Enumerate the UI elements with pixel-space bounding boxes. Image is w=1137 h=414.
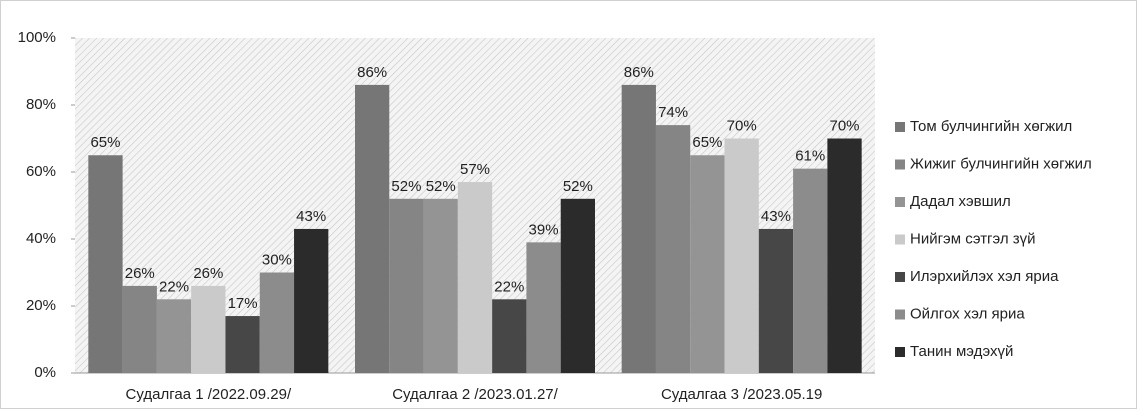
data-label: 30% bbox=[262, 251, 292, 268]
data-label: 43% bbox=[761, 208, 791, 225]
data-label: 61% bbox=[795, 148, 825, 165]
bar bbox=[389, 198, 424, 373]
data-label: 26% bbox=[193, 265, 223, 282]
legend-label: Нийгэм сэтгэл зүй bbox=[910, 230, 1036, 247]
data-label: 52% bbox=[391, 178, 421, 195]
data-label: 65% bbox=[90, 134, 120, 151]
bar bbox=[259, 272, 295, 373]
data-label: 74% bbox=[658, 104, 688, 121]
data-label: 70% bbox=[830, 117, 860, 134]
data-label: 86% bbox=[357, 64, 387, 81]
bar bbox=[423, 198, 458, 373]
data-label: 65% bbox=[692, 134, 722, 151]
bar bbox=[526, 242, 561, 373]
y-tick-label: 100% bbox=[18, 29, 56, 46]
y-tick-label: 60% bbox=[26, 163, 56, 180]
bar bbox=[724, 138, 759, 373]
bar bbox=[122, 285, 157, 373]
bar bbox=[621, 84, 656, 374]
y-tick-label: 20% bbox=[26, 297, 56, 314]
legend-swatch bbox=[895, 234, 905, 245]
x-tick-label: Судалгаа 3 /2023.05.19 bbox=[661, 386, 822, 403]
data-label: 70% bbox=[727, 117, 757, 134]
bar bbox=[294, 228, 329, 373]
bar bbox=[690, 155, 725, 373]
y-tick-label: 0% bbox=[34, 364, 56, 381]
bar bbox=[355, 84, 390, 374]
y-tick-label: 80% bbox=[26, 96, 56, 113]
bar bbox=[457, 182, 493, 373]
bar bbox=[655, 125, 691, 373]
legend-swatch bbox=[895, 159, 905, 170]
legend-swatch bbox=[895, 347, 905, 357]
data-label: 43% bbox=[296, 208, 326, 225]
data-label: 52% bbox=[563, 178, 593, 195]
bar bbox=[827, 138, 862, 373]
legend-label: Ойлгох хэл яриа bbox=[910, 305, 1025, 322]
data-label: 22% bbox=[494, 278, 524, 295]
legend-swatch bbox=[895, 272, 905, 282]
bar bbox=[191, 285, 226, 373]
legend-label: Илэрхийлэх хэл яриа bbox=[910, 268, 1059, 285]
bar bbox=[560, 198, 595, 373]
x-tick-label: Судалгаа 2 /2023.01.27/ bbox=[392, 386, 558, 403]
data-label: 52% bbox=[426, 178, 456, 195]
bar bbox=[758, 228, 794, 373]
legend-swatch bbox=[895, 309, 905, 320]
data-label: 22% bbox=[159, 278, 189, 295]
legend-label: Жижиг булчингийн хөгжил bbox=[910, 155, 1092, 172]
data-label: 57% bbox=[460, 161, 490, 178]
bar bbox=[225, 316, 260, 373]
legend-label: Том булчингийн хөгжил bbox=[910, 118, 1072, 135]
x-tick-label: Судалгаа 1 /2022.09.29/ bbox=[126, 386, 292, 403]
bar bbox=[156, 299, 192, 373]
data-label: 86% bbox=[624, 64, 654, 81]
legend-swatch bbox=[895, 197, 905, 207]
y-tick-label: 40% bbox=[26, 230, 56, 247]
data-label: 39% bbox=[529, 221, 559, 238]
data-label: 17% bbox=[228, 295, 258, 312]
legend-label: Танин мэдэхүй bbox=[910, 343, 1013, 360]
legend-label: Дадал хэвшил bbox=[910, 193, 1011, 210]
data-label: 26% bbox=[125, 265, 155, 282]
bar bbox=[492, 299, 527, 373]
bar bbox=[793, 168, 828, 373]
legend-swatch bbox=[895, 122, 905, 132]
bar bbox=[88, 155, 123, 373]
